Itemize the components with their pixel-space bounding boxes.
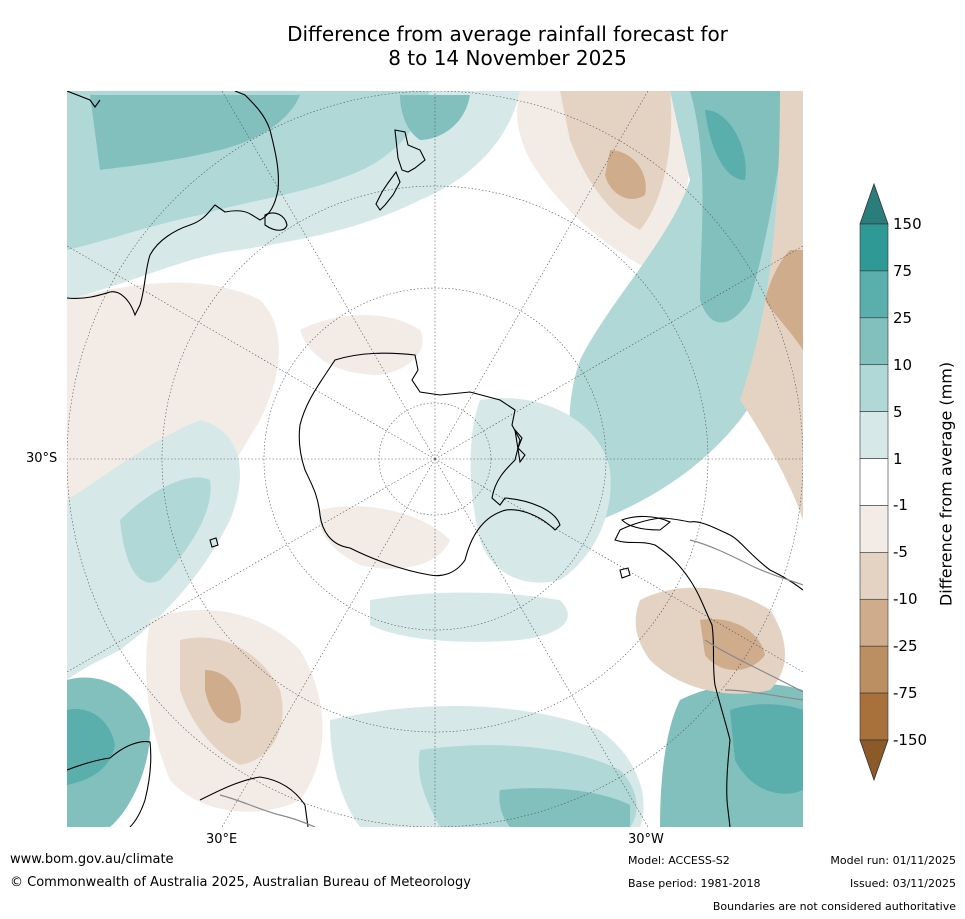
colorbar-segment: [859, 223, 889, 272]
footer-url[interactable]: www.bom.gov.au/climate: [10, 852, 174, 867]
lon-label-30w: 30°W: [628, 832, 664, 847]
australia-coast: [67, 91, 279, 317]
colorbar-segment: [859, 692, 889, 741]
colorbar-tick-label: -75: [893, 684, 918, 703]
colorbar-tick-label: -5: [893, 543, 908, 562]
colorbar-extend-max: [859, 182, 889, 225]
africa-coast: [67, 741, 152, 827]
colorbar-segment: [859, 598, 889, 647]
colorbar: [859, 182, 889, 782]
colorbar-segment: [859, 270, 889, 319]
footer-copyright: © Commonwealth of Australia 2025, Austra…: [10, 875, 471, 890]
colorbar-segment: [859, 411, 889, 459]
colorbar-tick-label: -1: [893, 496, 908, 515]
colorbar-tick-label: 150: [893, 215, 922, 233]
borders: [219, 539, 803, 827]
footer-base-period: Base period: 1981-2018: [628, 877, 761, 890]
colorbar-tick-label: 10: [893, 355, 913, 374]
colorbar-extend-min: [859, 739, 889, 782]
graticule: [67, 91, 803, 827]
colorbar-tick-label: 25: [893, 308, 913, 327]
anomaly-fields: [67, 91, 803, 827]
colorbar-tick-label: 1: [893, 449, 903, 468]
colorbar-segment: [859, 645, 889, 694]
lon-label-30e: 30°E: [206, 832, 238, 847]
colorbar-tick-label: -25: [893, 637, 918, 656]
colorbar-segment: [859, 552, 889, 600]
map-title: Difference from average rainfall forecas…: [0, 22, 965, 70]
lat-label-30s: 30°S: [26, 451, 58, 466]
colorbar-segment: [859, 317, 889, 366]
map-title-line2: 8 to 14 November 2025: [388, 46, 627, 70]
colorbar-tick-label: 75: [893, 261, 913, 280]
coastlines: [67, 91, 803, 827]
footer-issued: Issued: 03/11/2025: [849, 877, 956, 890]
colorbar-title: Difference from average (mm): [936, 361, 956, 607]
antarctica-coast: [298, 352, 561, 577]
colorbar-segment: [859, 364, 889, 412]
footer-disclaimer: Boundaries are not considered authoritat…: [712, 900, 956, 913]
map-title-line1: Difference from average rainfall forecas…: [287, 22, 728, 46]
colorbar-segment: [859, 458, 889, 506]
footer-model: Model: ACCESS-S2: [628, 854, 730, 867]
colorbar-tick-label: -150: [893, 731, 928, 749]
footer-model-run: Model run: 01/11/2025: [830, 854, 956, 867]
colorbar-segment: [859, 505, 889, 553]
south-america-coast: [614, 517, 803, 827]
colorbar-tick-label: 5: [893, 402, 903, 421]
colorbar-tick-label: -10: [893, 590, 918, 609]
